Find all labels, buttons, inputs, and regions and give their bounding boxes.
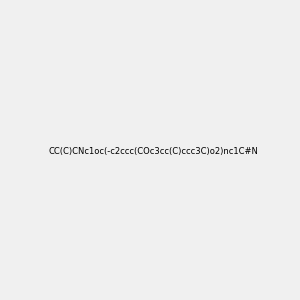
- Text: CC(C)CNc1oc(-c2ccc(COc3cc(C)ccc3C)o2)nc1C#N: CC(C)CNc1oc(-c2ccc(COc3cc(C)ccc3C)o2)nc1…: [49, 147, 259, 156]
